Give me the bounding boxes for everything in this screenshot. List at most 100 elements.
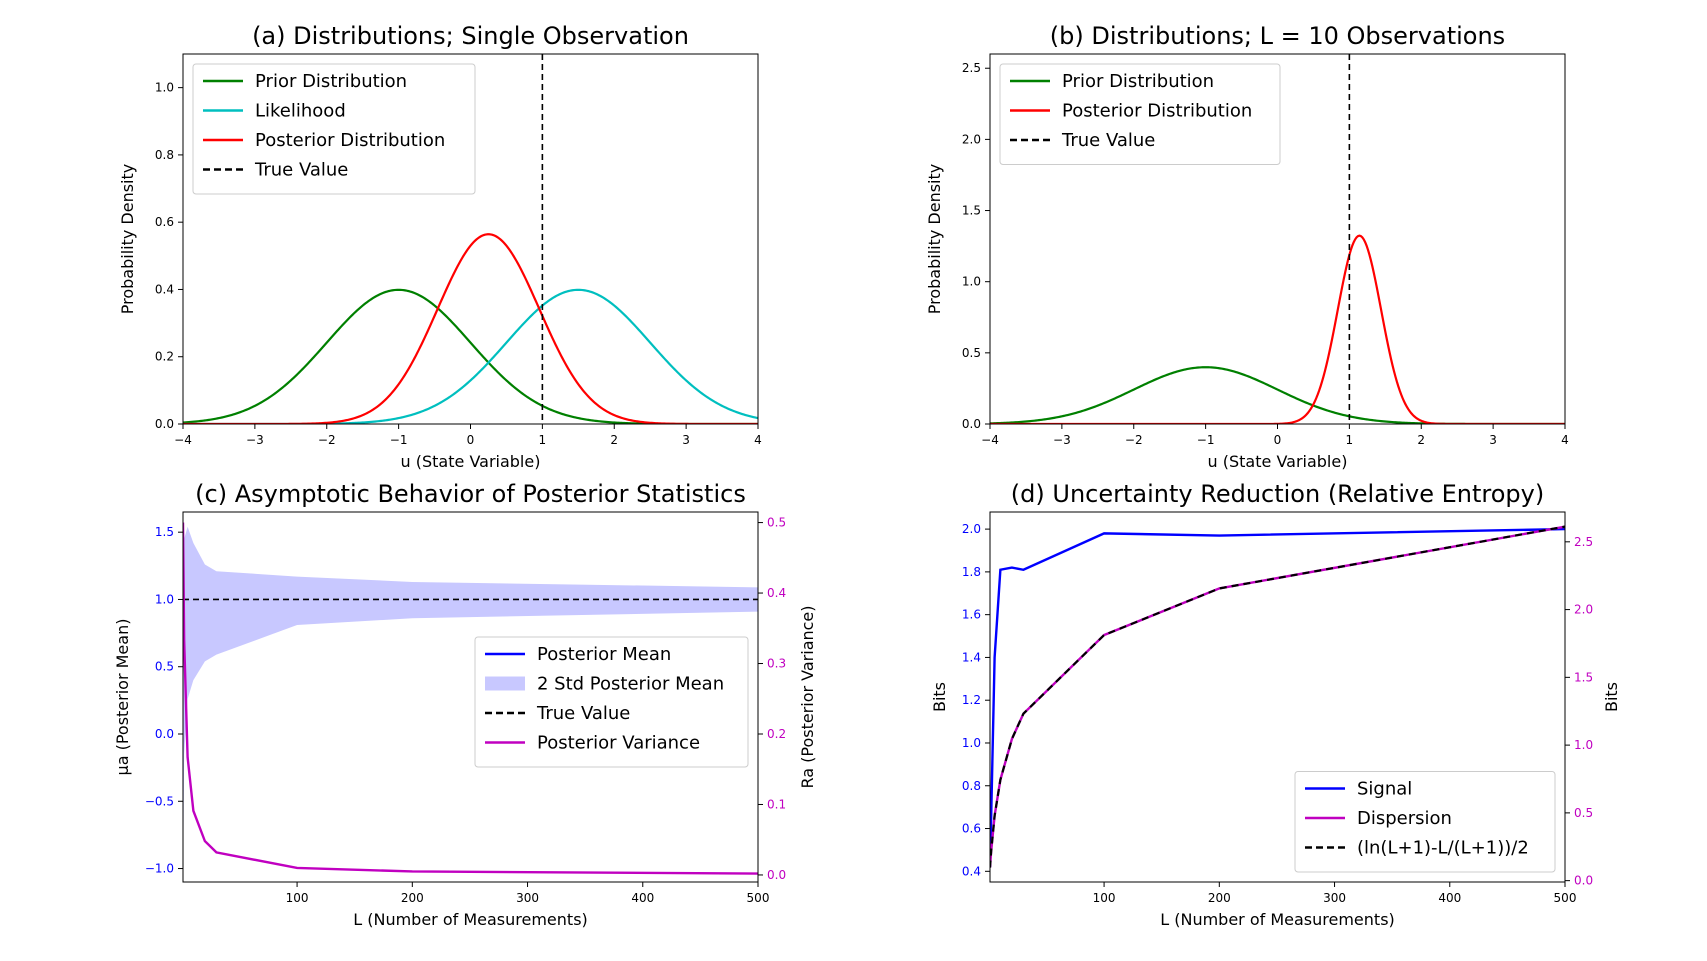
y-tick-label: −1.0 xyxy=(145,862,174,876)
x-tick-label: 100 xyxy=(286,891,309,905)
legend-a: Prior Distribution Likelihood Posterior Di… xyxy=(192,63,476,195)
x-tick-label: 3 xyxy=(682,433,690,447)
x-tick-label: 1 xyxy=(539,433,547,447)
x-axis-label: u (State Variable) xyxy=(1208,452,1348,471)
legend-label: True Value xyxy=(254,160,348,181)
y-right-tick-label: 2.5 xyxy=(1574,535,1593,549)
series-d--ln-l-1-l-l-1-2 xyxy=(990,525,1565,868)
x-tick-label: 0 xyxy=(467,433,475,447)
series-a-posterior-distribution xyxy=(183,233,758,424)
y-tick-label: 0.6 xyxy=(155,215,174,229)
panel-c: 100 200 300 400 500 L (Number of Measurements… xyxy=(113,480,817,929)
y-tick-label: 1.2 xyxy=(962,693,981,707)
y-right-axis-label: Ra (Posterior Variance) xyxy=(798,605,817,788)
legend-box xyxy=(1294,771,1556,873)
y-axis-label: Probability Density xyxy=(118,164,137,315)
y-tick-label: 1.5 xyxy=(962,204,981,218)
y-tick-label: 1.0 xyxy=(155,592,174,606)
y-axis-a: 0.0 0.2 0.4 0.6 0.8 1.0 Probability Density xyxy=(118,81,183,431)
y-right-tick-label: 0.3 xyxy=(767,657,786,671)
y-tick-label: −0.5 xyxy=(145,794,174,808)
panel-b: −4 −3 −2 −1 0 1 2 3 4 u (State Variable) 0.0 0.5 1.0… xyxy=(925,22,1569,471)
x-tick-label: −4 xyxy=(981,433,999,447)
legend-d: Signal Dispersion (ln(L+1)-L/(L+1))/2 xyxy=(1294,771,1556,873)
legend-box xyxy=(999,63,1281,165)
x-axis-c: 100 200 300 400 500 L (Number of Measurements… xyxy=(286,882,770,929)
x-tick-label: 300 xyxy=(516,891,539,905)
x-tick-label: 1 xyxy=(1346,433,1354,447)
x-tick-label: 300 xyxy=(1323,891,1346,905)
y-axis-right-d: 0.0 0.5 1.0 1.5 2.0 2.5 Bits xyxy=(1565,535,1621,888)
y-tick-label: 1.6 xyxy=(962,608,981,622)
y-tick-label: 0.5 xyxy=(155,660,174,674)
y-tick-label: 1.0 xyxy=(962,275,981,289)
x-axis-d: 100 200 300 400 500 L (Number of Measurements… xyxy=(1093,882,1577,929)
x-tick-label: 200 xyxy=(1208,891,1231,905)
y-tick-label: 1.5 xyxy=(155,525,174,539)
legend-label: True Value xyxy=(536,703,630,724)
y-tick-label: 0.0 xyxy=(155,417,174,431)
y-tick-label: 0.6 xyxy=(962,822,981,836)
y-tick-label: 0.4 xyxy=(962,864,981,878)
y-tick-label: 0.8 xyxy=(962,779,981,793)
y-axis-d: 0.4 0.6 0.8 1.0 1.2 1.4 1.6 1.8 2.0 Bits xyxy=(930,522,990,878)
axes-frame-d xyxy=(989,511,1566,883)
x-tick-label: 100 xyxy=(1093,891,1116,905)
legend-label: (ln(L+1)-L/(L+1))/2 xyxy=(1357,838,1529,859)
panel-d: 100 200 300 400 500 L (Number of Measurements… xyxy=(930,480,1621,929)
y-axis-label: Probability Density xyxy=(925,164,944,315)
y-right-tick-label: 0.2 xyxy=(767,727,786,741)
y-axis-c: −1.0 −0.5 0.0 0.5 1.0 1.5 μa (Posterior Mean) xyxy=(113,525,183,876)
legend-label: Prior Distribution xyxy=(1062,71,1214,92)
legend-label: Likelihood xyxy=(255,101,346,122)
x-tick-label: 500 xyxy=(1554,891,1577,905)
series-c-posterior-variance xyxy=(183,522,758,875)
y-tick-label: 1.0 xyxy=(155,81,174,95)
chart-title: (a) Distributions; Single Observation xyxy=(252,22,689,50)
series-b-prior-distribution xyxy=(990,366,1565,424)
series-b-posterior-distribution xyxy=(990,234,1565,424)
legend-b: Prior Distribution Posterior Distribution… xyxy=(999,63,1281,165)
legend-box xyxy=(474,636,749,768)
x-tick-label: 0 xyxy=(1274,433,1282,447)
x-tick-label: −1 xyxy=(390,433,408,447)
y-axis-label: Bits xyxy=(930,682,949,712)
y-tick-label: 0.5 xyxy=(962,346,981,360)
series-a-prior-distribution xyxy=(183,288,758,424)
x-tick-label: 200 xyxy=(401,891,424,905)
series-d-signal xyxy=(990,527,1565,868)
y-right-tick-label: 1.0 xyxy=(1574,738,1593,752)
y-right-tick-label: 0.5 xyxy=(767,516,786,530)
plot-area-d xyxy=(990,525,1565,868)
legend-label: Dispersion xyxy=(1357,808,1452,829)
legend-label: Prior Distribution xyxy=(255,71,407,92)
y-tick-label: 1.0 xyxy=(962,736,981,750)
y-tick-label: 0.8 xyxy=(155,148,174,162)
y-tick-label: 2.0 xyxy=(962,522,981,536)
y-right-tick-label: 0.1 xyxy=(767,797,786,811)
legend-label: Signal xyxy=(1357,779,1412,800)
legend-box xyxy=(192,63,476,195)
x-axis-a: −4 −3 −2 −1 0 1 2 3 4 u (State Variable) xyxy=(174,424,762,471)
x-tick-label: 500 xyxy=(747,891,770,905)
legend-label: Posterior Distribution xyxy=(255,130,445,151)
plot-area-c xyxy=(183,512,758,882)
y-tick-label: 2.0 xyxy=(962,132,981,146)
x-axis-label: u (State Variable) xyxy=(401,452,541,471)
x-tick-label: 4 xyxy=(1561,433,1569,447)
x-tick-label: −4 xyxy=(174,433,192,447)
x-axis-label: L (Number of Measurements) xyxy=(353,910,588,929)
y-right-axis-label: Bits xyxy=(1602,682,1621,712)
axes-frame-c xyxy=(182,511,759,883)
y-right-tick-label: 0.0 xyxy=(767,868,786,882)
x-tick-label: 3 xyxy=(1489,433,1497,447)
panel-a: −4 −3 −2 −1 0 1 2 3 4 u (State Variable) 0.0 0.2 0.4… xyxy=(118,22,762,471)
chart-title: (c) Asymptotic Behavior of Posterior Sta… xyxy=(195,480,746,508)
x-tick-label: −3 xyxy=(246,433,264,447)
legend-label: True Value xyxy=(1061,130,1155,151)
y-right-tick-label: 0.0 xyxy=(1574,874,1593,888)
y-tick-label: 0.0 xyxy=(962,417,981,431)
x-tick-label: −2 xyxy=(318,433,336,447)
y-right-tick-label: 2.0 xyxy=(1574,603,1593,617)
